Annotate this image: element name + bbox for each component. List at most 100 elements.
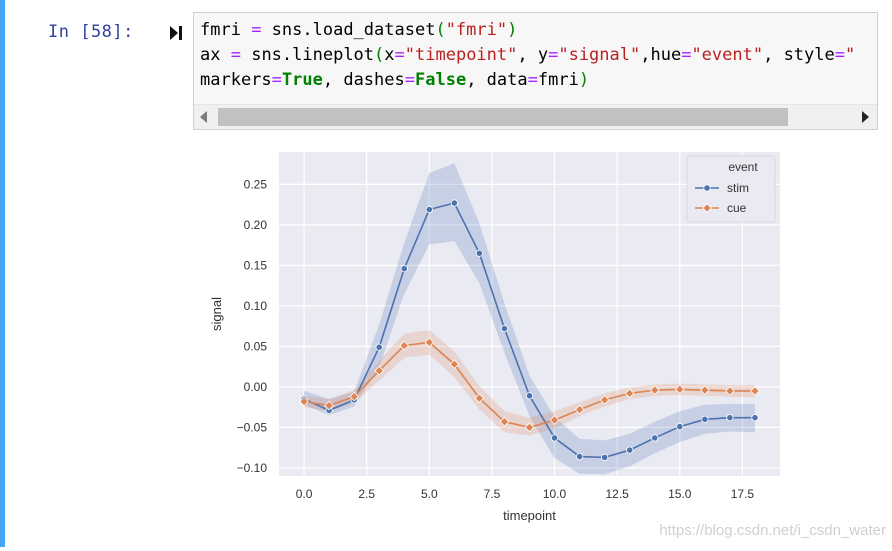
code-token: = xyxy=(834,45,845,65)
x-tick-label: 12.5 xyxy=(605,487,629,501)
data-point-stim xyxy=(475,249,483,257)
data-point-cue xyxy=(674,384,685,395)
y-tick-label: 0.15 xyxy=(244,258,268,272)
data-point-stim xyxy=(500,324,509,333)
data-point-cue xyxy=(524,422,535,433)
y-tick-label: 0.05 xyxy=(244,339,268,353)
watermark: https://blog.csdn.net/i_csdn_water xyxy=(659,522,886,539)
scroll-right-arrow-icon[interactable] xyxy=(862,111,869,123)
y-tick-label: 0.20 xyxy=(244,218,268,232)
code-line: fmri = sns.load_dataset("fmri") xyxy=(200,18,855,43)
data-point-cue xyxy=(700,385,710,395)
y-axis-label: signal xyxy=(209,297,224,331)
code-token: fmri xyxy=(537,70,579,90)
data-point-stim xyxy=(751,414,759,422)
y-tick-label: 0.25 xyxy=(244,177,268,191)
data-point-cue xyxy=(624,388,635,399)
data-point-cue xyxy=(725,386,735,396)
data-point-stim xyxy=(601,453,609,461)
y-tick-label: −0.05 xyxy=(237,420,268,434)
code-line: ax = sns.lineplot(x="timepoint", y="sign… xyxy=(200,43,855,68)
code-token: , dashes xyxy=(322,70,405,90)
code-token: , style xyxy=(763,45,835,65)
scroll-left-arrow-icon[interactable] xyxy=(200,111,207,123)
data-point-cue xyxy=(599,395,610,405)
lineplot-chart: 0.0 2.5 5.0 7.5 10.0 12.5 15.0 17.5 −0.10 −0.05 0.… xyxy=(209,152,780,523)
data-point-stim xyxy=(550,434,559,442)
x-tick-label: 10.0 xyxy=(543,487,567,501)
code-token: = xyxy=(251,20,262,40)
code-token: = xyxy=(404,70,415,90)
legend-label-cue: cue xyxy=(727,201,747,215)
data-point-stim xyxy=(701,415,709,423)
data-point-stim xyxy=(626,446,634,454)
code-token: ( xyxy=(374,45,385,65)
x-tick-label: 17.5 xyxy=(731,487,755,501)
code-token: fmri xyxy=(200,20,252,40)
data-point-cue xyxy=(474,393,485,404)
code-token: " xyxy=(845,45,856,65)
y-tick-label: −0.10 xyxy=(237,461,268,475)
data-point-cue xyxy=(449,359,460,370)
code-token: ax xyxy=(200,45,231,65)
x-tick-label: 7.5 xyxy=(484,487,501,501)
data-point-cue xyxy=(399,340,410,351)
code-token: markers xyxy=(200,70,272,90)
data-point-stim xyxy=(575,452,584,461)
data-point-stim xyxy=(375,343,383,351)
y-tick-label: 0.10 xyxy=(244,299,268,313)
code-token: = xyxy=(271,70,282,90)
code-token: = xyxy=(548,45,559,65)
data-point-cue xyxy=(349,391,359,402)
x-tick-label: 5.0 xyxy=(421,487,438,501)
code-token: = xyxy=(230,45,241,65)
legend-label-stim: stim xyxy=(727,181,749,195)
data-point-cue xyxy=(574,404,585,415)
data-point-cue xyxy=(750,386,760,396)
code-token: False xyxy=(415,70,467,90)
code-token: x xyxy=(384,45,395,65)
x-tick-label: 0.0 xyxy=(296,487,313,501)
code-token: "timepoint" xyxy=(404,45,518,65)
code-token: = xyxy=(394,45,405,65)
x-tick-label: 15.0 xyxy=(668,487,692,501)
code-input-area[interactable]: fmri = sns.load_dataset("fmri") ax = sns.… xyxy=(193,12,878,130)
code-token: True xyxy=(281,70,323,90)
code-token: "signal" xyxy=(558,45,641,65)
code-editor[interactable]: fmri = sns.load_dataset("fmri") ax = sns.… xyxy=(200,18,855,93)
code-token: "event" xyxy=(691,45,764,65)
input-prompt: In [58]: xyxy=(48,22,134,42)
data-point-cue xyxy=(424,337,435,348)
code-token: , data xyxy=(466,70,528,90)
code-token: "fmri" xyxy=(445,20,508,40)
y-tick-label: 0.00 xyxy=(244,380,268,394)
data-point-stim xyxy=(651,434,659,442)
code-token: ,hue xyxy=(640,45,682,65)
data-point-stim xyxy=(726,414,734,422)
horizontal-scrollbar[interactable] xyxy=(194,104,877,129)
data-point-cue xyxy=(649,385,660,395)
x-axis-label: timepoint xyxy=(503,508,556,523)
code-token: ) xyxy=(507,20,518,40)
cell-output: 0.0 2.5 5.0 7.5 10.0 12.5 15.0 17.5 −0.10 −0.05 0.… xyxy=(193,140,883,547)
data-point-stim xyxy=(425,205,433,214)
legend-marker-cue xyxy=(702,203,712,213)
code-token: sns.lineplot xyxy=(240,45,375,65)
code-token: sns.load_dataset xyxy=(261,20,436,40)
data-point-stim xyxy=(400,265,408,273)
legend-marker-stim xyxy=(703,184,711,192)
data-point-cue xyxy=(299,396,309,407)
run-cell-icon[interactable] xyxy=(168,24,184,42)
data-point-cue xyxy=(549,415,560,425)
data-point-stim xyxy=(676,422,684,431)
data-point-cue xyxy=(324,400,334,411)
x-tick-label: 2.5 xyxy=(358,487,375,501)
data-point-stim xyxy=(525,392,534,400)
code-line: markers=True, dashes=False, data=fmri) xyxy=(200,68,855,93)
code-token: , y xyxy=(517,45,549,65)
data-point-stim xyxy=(450,199,458,207)
code-token: = xyxy=(527,70,538,90)
data-point-cue xyxy=(374,365,385,376)
legend-title: event xyxy=(728,160,758,174)
scrollbar-thumb[interactable] xyxy=(218,108,788,126)
